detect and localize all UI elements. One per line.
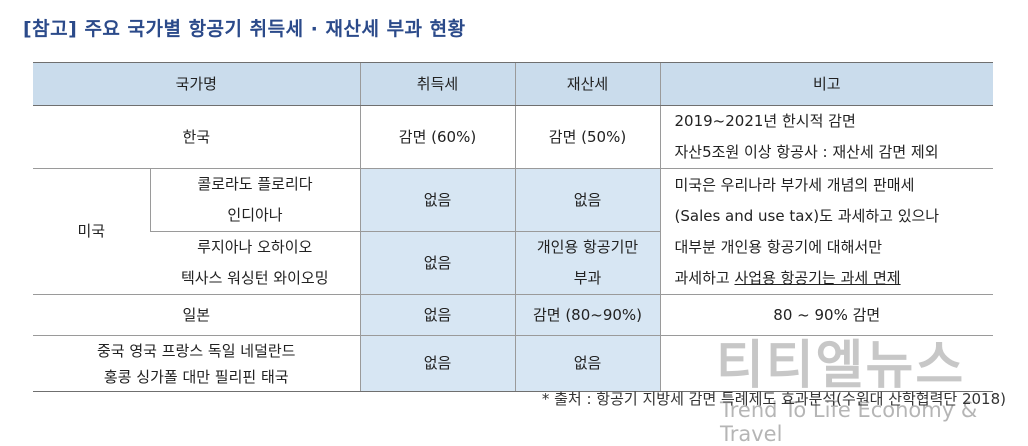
cell-country-usa: 미국 xyxy=(33,168,150,295)
states-group2-line2: 텍사스 워싱턴 와이오밍 xyxy=(180,269,329,287)
cell-prop-usa-group1: 없음 xyxy=(514,168,660,232)
cell-acq-usa-group2: 없음 xyxy=(359,231,515,295)
note-usa-line4-underlined: 사업용 항공기는 과세 면제 xyxy=(734,268,901,287)
header-note: 비고 xyxy=(659,62,993,106)
note-korea-line2: 자산5조원 이상 항공사 : 재산세 감면 제외 xyxy=(674,143,939,161)
cell-note-japan: 80 ~ 90% 감면 xyxy=(659,294,993,336)
table-row-usa-group1: 미국 콜로라도 플로리다 인디아나 없음 없음 미국은 우리나라 부가세 개념의… xyxy=(33,168,993,295)
cell-prop-usa-group2: 개인용 항공기만 부과 xyxy=(514,231,660,295)
table-header-row: 국가명 취득세 재산세 비고 xyxy=(33,62,993,106)
cell-acq-korea: 감면 (60%) xyxy=(359,105,515,169)
note-usa-line4-plain: 과세하고 xyxy=(674,268,735,287)
cell-country-others: 중국 영국 프랑스 독일 네덜란드 홍콩 싱가폴 대만 필리핀 태국 xyxy=(33,335,360,392)
table-row-japan: 일본 없음 감면 (80~90%) 80 ~ 90% 감면 xyxy=(33,294,993,336)
cell-states-group1: 콜로라도 플로리다 인디아나 xyxy=(149,168,360,232)
note-usa-line3: 대부분 개인용 항공기에 대해서만 xyxy=(674,237,883,256)
prop-usa-group2-line2: 부과 xyxy=(573,269,602,287)
table-row-usa-group2: 루지아나 오하이오 텍사스 워싱턴 와이오밍 없음 개인용 항공기만 부과 xyxy=(33,231,993,295)
states-group1-line2: 인디아나 xyxy=(227,206,283,224)
note-usa-line4: 과세하고 사업용 항공기는 과세 면제 xyxy=(675,263,988,294)
source-note: * 출처 : 항공기 지방세 감면 특례제도 효과분석(수원대 산학협력단 20… xyxy=(541,390,1006,408)
cell-states-group2: 루지아나 오하이오 텍사스 워싱턴 와이오밍 xyxy=(150,231,360,295)
cell-prop-japan: 감면 (80~90%) xyxy=(514,294,660,336)
states-group2-line1: 루지아나 오하이오 xyxy=(197,238,313,256)
cell-note-usa: 미국은 우리나라 부가세 개념의 판매세 (Sales and use tax)… xyxy=(659,168,993,295)
page-title: [참고] 주요 국가별 항공기 취득세 · 재산세 부과 현황 xyxy=(23,18,466,40)
cell-note-others xyxy=(659,335,993,392)
header-country: 국가명 xyxy=(33,62,360,106)
others-line2: 홍콩 싱가폴 대만 필리핀 태국 xyxy=(103,367,289,386)
note-usa-line2: (Sales and use tax)도 과세하고 있으나 xyxy=(674,206,940,225)
cell-acq-usa-group1: 없음 xyxy=(359,168,515,232)
cell-note-korea: 2019~2021년 한시적 감면 자산5조원 이상 항공사 : 재산세 감면 … xyxy=(659,105,993,169)
note-korea-line1: 2019~2021년 한시적 감면 xyxy=(674,112,856,130)
table-row-others: 중국 영국 프랑스 독일 네덜란드 홍콩 싱가폴 대만 필리핀 태국 없음 없음 xyxy=(33,335,993,392)
tax-table: 국가명 취득세 재산세 비고 한국 감면 (60%) 감면 (50%) 2019… xyxy=(33,62,993,392)
prop-usa-group2-line1: 개인용 항공기만 xyxy=(536,238,639,256)
cell-country-japan: 일본 xyxy=(33,294,360,336)
header-acquisition-tax: 취득세 xyxy=(359,62,515,106)
others-line1: 중국 영국 프랑스 독일 네덜란드 xyxy=(97,341,296,360)
cell-prop-others: 없음 xyxy=(514,335,660,392)
cell-country-korea: 한국 xyxy=(33,105,360,169)
note-usa-line1: 미국은 우리나라 부가세 개념의 판매세 xyxy=(674,175,915,194)
cell-prop-korea: 감면 (50%) xyxy=(514,105,660,169)
table-row-korea: 한국 감면 (60%) 감면 (50%) 2019~2021년 한시적 감면 자… xyxy=(33,105,993,169)
header-property-tax: 재산세 xyxy=(514,62,660,106)
cell-acq-japan: 없음 xyxy=(359,294,515,336)
states-group1-line1: 콜로라도 플로리다 xyxy=(197,175,313,193)
cell-acq-others: 없음 xyxy=(359,335,515,392)
